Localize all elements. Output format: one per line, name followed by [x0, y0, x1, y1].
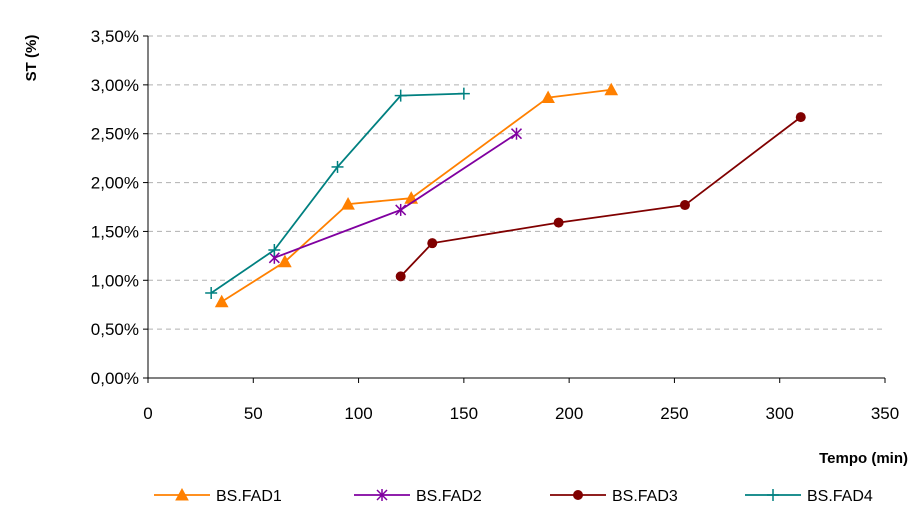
data-point-plus: [268, 243, 281, 256]
data-point-circle: [573, 490, 583, 500]
data-point-star: [395, 203, 407, 216]
legend-item: BS.FAD3: [550, 488, 678, 505]
series-group: [205, 82, 806, 308]
x-tick-label: 50: [244, 404, 263, 423]
grid-lines: [148, 35, 885, 330]
data-point-triangle: [604, 82, 619, 96]
series-bs-fad1: [214, 82, 619, 308]
data-point-triangle: [278, 254, 292, 268]
series-line: [221, 88, 612, 303]
legend: BS.FAD1 BS.FAD2 BS.FAD3 BS.FAD4: [154, 487, 873, 505]
x-tick-label: 200: [555, 404, 583, 423]
series-line: [400, 116, 802, 277]
data-point-star: [510, 127, 523, 140]
y-tick-label: 3,00%: [91, 76, 139, 95]
data-point-circle: [427, 238, 438, 249]
series-bs-fad4: [205, 87, 470, 299]
x-tick-label: 0: [143, 404, 152, 423]
data-point-star: [376, 489, 388, 501]
x-tick-label: 250: [660, 404, 688, 423]
axes: [143, 35, 886, 383]
x-axis-title: Tempo (min): [819, 450, 908, 467]
data-point-circle: [553, 217, 564, 228]
data-point-triangle: [341, 197, 355, 210]
data-point-plus: [457, 87, 470, 100]
x-tick-label: 150: [450, 404, 478, 423]
y-tick-label: 3,50%: [91, 27, 139, 46]
data-point-circle: [395, 271, 406, 282]
data-point-plus: [767, 489, 779, 501]
series-bs-fad2: [268, 127, 523, 264]
data-point-triangle: [175, 487, 189, 501]
y-tick-label: 1,00%: [91, 271, 139, 290]
y-axis-title: ST (%): [23, 35, 40, 82]
data-point-triangle: [214, 294, 229, 308]
data-point-plus: [394, 89, 407, 102]
data-point-circle: [795, 112, 806, 123]
data-point-plus: [331, 160, 344, 173]
legend-item: BS.FAD1: [154, 487, 282, 505]
data-point-triangle: [541, 90, 555, 104]
legend-label: BS.FAD3: [612, 488, 678, 505]
legend-item: BS.FAD2: [354, 488, 482, 505]
legend-item: BS.FAD4: [745, 488, 873, 505]
x-tick-label: 100: [344, 404, 372, 423]
data-point-plus: [205, 286, 218, 299]
x-tick-label: 350: [871, 404, 899, 423]
legend-label: BS.FAD4: [807, 488, 873, 505]
y-tick-label: 1,50%: [91, 222, 139, 241]
series-bs-fad3: [395, 112, 806, 282]
y-tick-label: 2,00%: [91, 174, 139, 193]
y-tick-label: 0,00%: [91, 369, 139, 388]
data-point-circle: [679, 200, 690, 211]
legend-label: BS.FAD1: [216, 488, 282, 505]
legend-label: BS.FAD2: [416, 488, 482, 505]
x-tick-label: 300: [766, 404, 794, 423]
tick-labels: 0,00% 0,50% 1,00% 1,50% 2,00% 2,50% 3,00% 3,50%…: [91, 27, 899, 423]
y-tick-label: 2,50%: [91, 125, 139, 144]
y-tick-label: 0,50%: [91, 320, 139, 339]
